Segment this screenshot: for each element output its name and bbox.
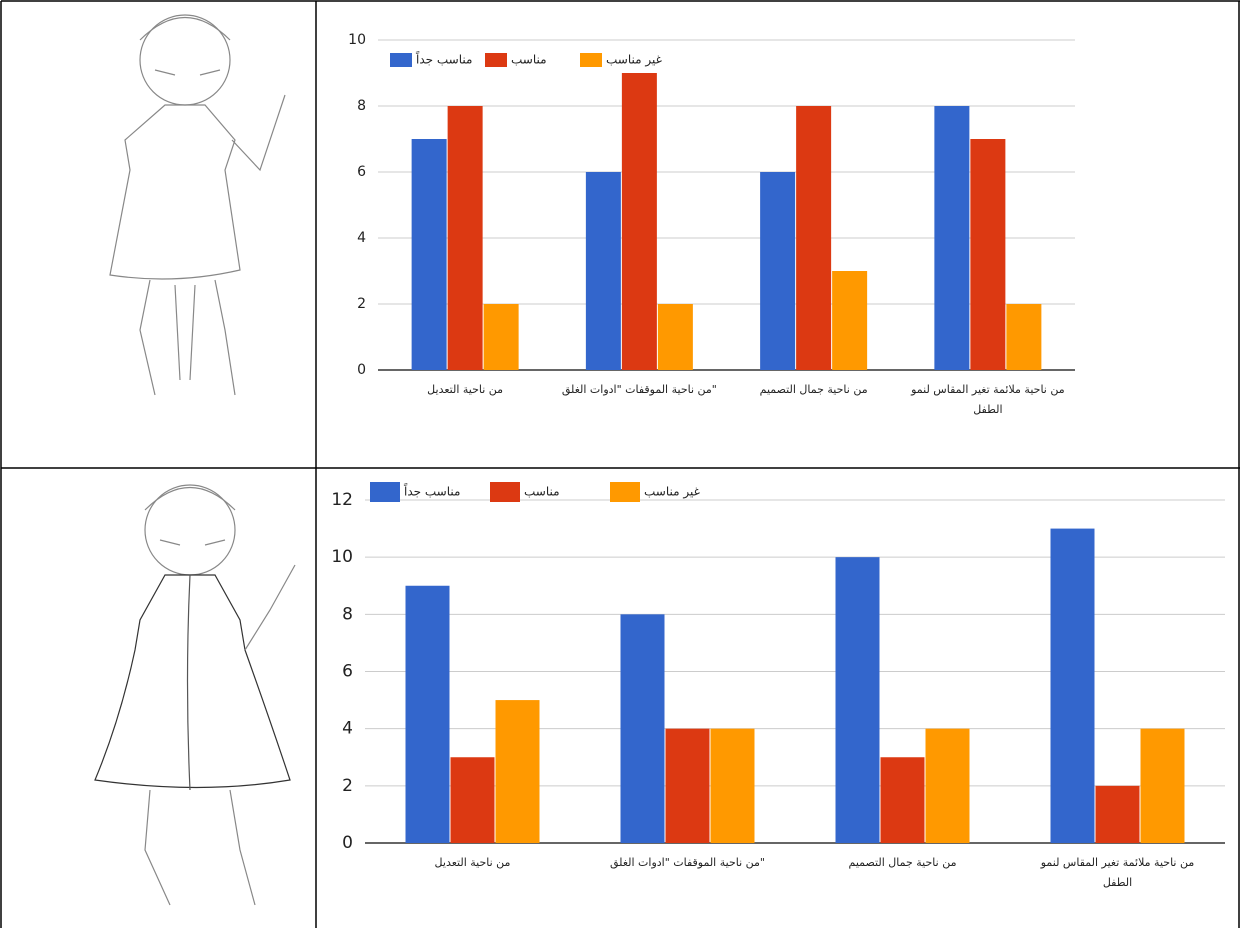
bar (934, 106, 970, 370)
bar (835, 557, 880, 843)
bar (450, 757, 495, 843)
x-tick-label-box: من ناحية ملائمة تغير المقاس لنمو الطفل (911, 383, 1065, 416)
legend-label: غير مناسب (644, 485, 700, 500)
bar (665, 728, 710, 843)
legend-label: مناسب جداً (416, 51, 473, 67)
y-tick-label: 2 (357, 296, 366, 312)
x-tick-label: "من ناحية الموقفات "ادوات الغلق (610, 856, 765, 869)
y-tick-label: 12 (331, 490, 353, 510)
bar (585, 172, 621, 370)
legend-label: غير مناسب (606, 53, 662, 68)
legend-label: مناسب (511, 53, 547, 67)
legend-swatch (580, 53, 602, 67)
bar (832, 271, 868, 370)
y-tick-label: 6 (357, 164, 366, 180)
bar (447, 106, 483, 370)
legend-swatch (370, 482, 400, 502)
bar (796, 106, 832, 370)
legend-swatch (485, 53, 507, 67)
y-tick-label: 0 (342, 833, 353, 853)
bar (760, 172, 796, 370)
x-tick-label-box: من ناحية التعديل (427, 383, 504, 396)
legend-label: مناسب (524, 485, 560, 499)
bar (483, 304, 519, 370)
x-tick-label-box: "من ناحية الموقفات "ادوات الغلق (610, 856, 765, 869)
legend-swatch (610, 482, 640, 502)
legend-swatch (490, 482, 520, 502)
bar (405, 585, 450, 843)
x-tick-label-box: "من ناحية الموقفات "ادوات الغلق (561, 383, 717, 396)
bar (710, 728, 755, 843)
y-tick-label: 4 (357, 230, 366, 246)
x-tick-label: "من ناحية الموقفات "ادوات الغلق (561, 383, 717, 396)
x-tick-label-box: من ناحية ملائمة تغير المقاس لنمو الطفل (1040, 856, 1195, 889)
bar (1050, 528, 1095, 843)
legend-label: مناسب جداً (404, 483, 461, 499)
bar (1006, 304, 1042, 370)
x-tick-label: من ناحية جمال التصميم (848, 856, 957, 869)
x-tick-label: من ناحية ملائمة تغير المقاس لنمو الطفل (911, 383, 1065, 416)
bar (970, 139, 1006, 370)
bar (657, 304, 693, 370)
bar (621, 73, 657, 370)
y-tick-label: 8 (342, 604, 353, 624)
bar (925, 728, 970, 843)
y-tick-label: 4 (342, 719, 353, 739)
y-tick-label: 8 (357, 98, 366, 114)
x-tick-label: من ناحية التعديل (427, 383, 504, 396)
legend-swatch (390, 53, 412, 67)
y-tick-label: 0 (357, 362, 366, 378)
y-tick-label: 6 (342, 662, 353, 682)
x-tick-label-box: من ناحية التعديل (434, 856, 511, 869)
x-tick-label: من ناحية ملائمة تغير المقاس لنمو الطفل (1040, 856, 1195, 889)
x-tick-label: من ناحية التعديل (434, 856, 511, 869)
y-tick-label: 2 (342, 776, 353, 796)
sketch-2 (94, 484, 296, 906)
bar (880, 757, 925, 843)
x-tick-label-box: من ناحية جمال التصميم (848, 856, 957, 869)
x-tick-label: من ناحية جمال التصميم (759, 383, 868, 396)
sketch-1 (109, 14, 286, 396)
bar (411, 139, 447, 370)
bar (1095, 785, 1140, 843)
y-tick-label: 10 (348, 32, 366, 48)
y-tick-label: 10 (331, 547, 353, 567)
bar (1140, 728, 1185, 843)
x-tick-label-box: من ناحية جمال التصميم (759, 383, 868, 396)
bar (495, 700, 540, 843)
bar (620, 614, 665, 843)
